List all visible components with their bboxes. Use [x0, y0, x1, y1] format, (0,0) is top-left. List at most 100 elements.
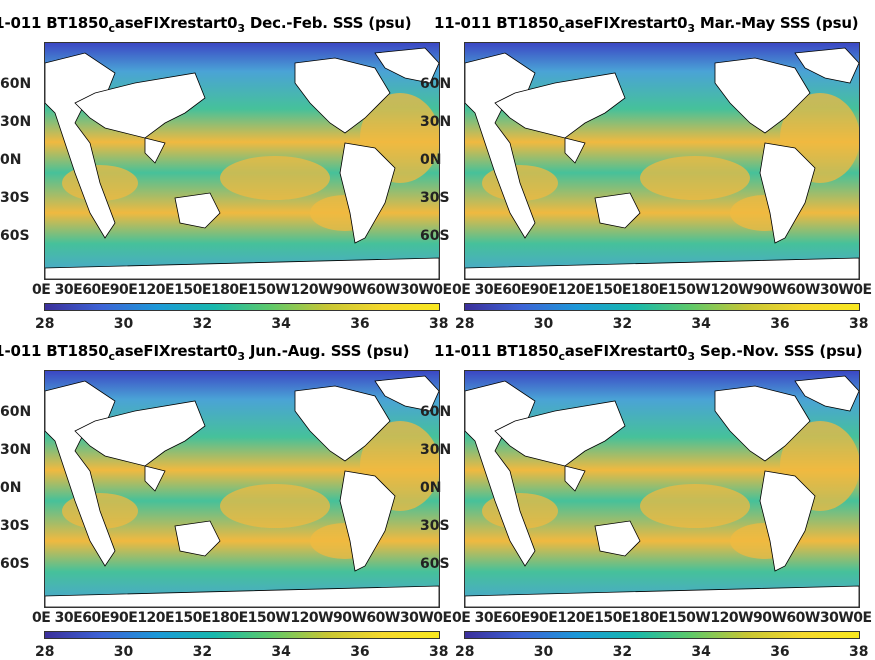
colorbar-tick: 34: [691, 316, 711, 332]
panel-title: 11-011 BT1850caseFIXrestart03 Mar.-May S…: [434, 14, 859, 35]
map-svg: [45, 371, 439, 607]
colorbar-tick: 34: [271, 644, 291, 660]
map-panel-1: 11-011 BT1850caseFIXrestart03 Dec.-Feb. …: [0, 14, 464, 332]
lat-label: 0N: [420, 152, 442, 168]
lon-labels: 0E 30E60E90E120E150E180E150W120W90W60W30…: [32, 282, 452, 298]
land-mass: [294, 385, 391, 462]
land-mass: [339, 142, 396, 244]
land-mass: [74, 400, 206, 467]
colorbar-tick: 30: [533, 644, 554, 660]
colorbar-tick: 28: [455, 644, 475, 660]
colorbar-tick: 30: [533, 316, 554, 332]
colorbar-tick: 32: [192, 644, 213, 660]
lat-label: 60N: [0, 404, 32, 420]
salinity-map: [464, 370, 860, 608]
lat-label: 30N: [420, 442, 452, 458]
colorbar-tick: 36: [770, 644, 790, 660]
colorbar-tick: 28: [35, 644, 55, 660]
colorbar-tick: 38: [429, 316, 449, 332]
map-svg: [45, 43, 439, 279]
salinity-map: [44, 42, 440, 280]
colorbar-tick: 38: [849, 316, 869, 332]
colorbar-tick: 38: [849, 644, 869, 660]
map-panel-2: 11-011 BT1850caseFIXrestart03 Mar.-May S…: [420, 14, 875, 332]
panel-title: 11-011 BT1850caseFIXrestart03 Sep.-Nov. …: [434, 342, 863, 363]
colorbar: [464, 303, 860, 311]
map-svg: [465, 371, 859, 607]
colorbar-tick: 36: [770, 316, 790, 332]
land-mass: [174, 192, 221, 229]
land-mass: [759, 142, 816, 244]
colorbar-tick: 30: [113, 316, 134, 332]
lat-label: 30N: [0, 114, 32, 130]
salinity-map: [464, 42, 860, 280]
land-mass: [714, 385, 811, 462]
colorbar-tick: 30: [113, 644, 134, 660]
colorbar-tick: 32: [612, 644, 633, 660]
colorbar-tick: 36: [350, 644, 370, 660]
land-mass: [594, 192, 641, 229]
land-mass: [714, 57, 811, 134]
colorbar: [464, 631, 860, 639]
lat-label: 60S: [420, 228, 450, 244]
land-mass: [144, 465, 166, 492]
land-mass: [594, 520, 641, 557]
land-mass: [74, 72, 206, 139]
land-mass: [294, 57, 391, 134]
land-mass: [564, 137, 586, 164]
lat-label: 0N: [0, 480, 22, 496]
land-mass: [494, 72, 626, 139]
land-mass: [794, 47, 859, 84]
colorbar-tick: 34: [691, 644, 711, 660]
land-mass: [465, 585, 859, 607]
map-panel-3: 11-011 BT1850caseFIXrestart03 Jun.-Aug. …: [0, 342, 464, 660]
colorbar-tick: 38: [429, 644, 449, 660]
land-mass: [45, 257, 439, 279]
colorbar: [44, 303, 440, 311]
colorbar: [44, 631, 440, 639]
colorbar-tick: 28: [455, 316, 475, 332]
land-mass: [174, 520, 221, 557]
panel-title: 11-011 BT1850caseFIXrestart03 Jun.-Aug. …: [0, 342, 410, 363]
lon-labels: 0E 30E60E90E120E150E180E150W120W90W60W30…: [452, 610, 872, 626]
colorbar-tick: 28: [35, 316, 55, 332]
lat-label: 60S: [0, 556, 30, 572]
land-mass: [564, 465, 586, 492]
lat-label: 60N: [0, 76, 32, 92]
colorbar-tick: 36: [350, 316, 370, 332]
colorbar-tick: 32: [192, 316, 213, 332]
map-panel-4: 11-011 BT1850caseFIXrestart03 Sep.-Nov. …: [420, 342, 875, 660]
lat-label: 30S: [420, 518, 450, 534]
salinity-max: [640, 156, 750, 200]
land-mass: [465, 257, 859, 279]
panel-title: 11-011 BT1850caseFIXrestart03 Dec.-Feb. …: [0, 14, 412, 35]
salinity-max: [640, 484, 750, 528]
lat-label: 0N: [0, 152, 22, 168]
colorbar-tick: 32: [612, 316, 633, 332]
lat-label: 0N: [420, 480, 442, 496]
lat-label: 60S: [420, 556, 450, 572]
lat-label: 60N: [420, 404, 452, 420]
lon-labels: 0E 30E60E90E120E150E180E150W120W90W60W30…: [32, 610, 452, 626]
land-mass: [374, 375, 439, 412]
map-svg: [465, 43, 859, 279]
lat-label: 30N: [0, 442, 32, 458]
lat-label: 30S: [0, 518, 30, 534]
lat-label: 30N: [420, 114, 452, 130]
land-mass: [374, 47, 439, 84]
lat-label: 60N: [420, 76, 452, 92]
salinity-map: [44, 370, 440, 608]
lat-label: 60S: [0, 228, 30, 244]
land-mass: [339, 470, 396, 572]
land-mass: [45, 585, 439, 607]
land-mass: [494, 400, 626, 467]
land-mass: [759, 470, 816, 572]
salinity-max: [220, 484, 330, 528]
colorbar-tick: 34: [271, 316, 291, 332]
lat-label: 30S: [420, 190, 450, 206]
salinity-max: [220, 156, 330, 200]
lon-labels: 0E 30E60E90E120E150E180E150W120W90W60W30…: [452, 282, 872, 298]
land-mass: [144, 137, 166, 164]
lat-label: 30S: [0, 190, 30, 206]
land-mass: [794, 375, 859, 412]
